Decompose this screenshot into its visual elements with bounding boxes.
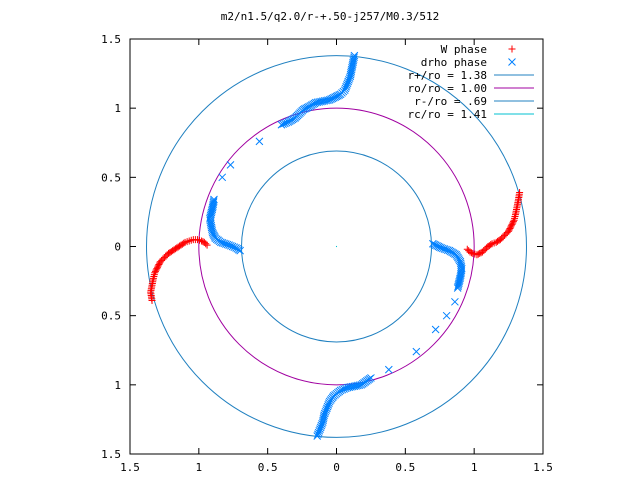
legend-label: r-/ro = .69 (414, 95, 487, 108)
series-w-phase (147, 189, 524, 304)
circle-roro (198, 107, 475, 386)
y-tick-label: 1 (114, 102, 121, 115)
drho-phase-point (455, 276, 464, 284)
w-phase-point (202, 240, 210, 248)
phase-series (147, 51, 524, 440)
drho-phase-point (454, 279, 463, 288)
x-tick-label: 0 (333, 461, 340, 474)
w-phase-point (203, 241, 211, 249)
drho-phase-point (255, 137, 264, 146)
drho-phase-point (412, 347, 421, 356)
drho-phase-point (277, 120, 286, 129)
drho-phase-point (279, 120, 288, 128)
x-tick-label: 1 (196, 461, 203, 474)
drho-phase-point (451, 297, 459, 306)
drho-phase-point (367, 374, 375, 382)
legend-label: W phase (441, 43, 487, 56)
y-tick-label: 0 (114, 241, 121, 254)
legend-label: drho phase (421, 56, 487, 69)
x-tick-label: 1.5 (533, 461, 553, 474)
x-tick-label: 0.5 (395, 461, 415, 474)
legend-label: ro/ro = 1.00 (408, 82, 487, 95)
chart-title: m2/n1.5/q2.0/r-+.50-j257/M0.3/512 (221, 10, 440, 23)
y-tick-label: 0.5 (101, 171, 121, 184)
drho-phase-point (207, 207, 216, 215)
drho-phase-point (209, 200, 218, 209)
drho-phase-point (218, 173, 227, 182)
drho-phase-point (453, 284, 462, 292)
drho-phase-point (207, 208, 216, 217)
drho-phase-point (431, 325, 440, 334)
x-tick-label: 1 (471, 461, 478, 474)
circle-rro (146, 55, 527, 438)
w-phase-point (494, 237, 502, 245)
drho-phase-point (226, 161, 235, 169)
y-tick-label: 1 (114, 379, 121, 392)
center-dot (335, 245, 338, 248)
drho-phase-point (208, 203, 217, 212)
drho-phase-point (209, 202, 217, 210)
drho-phase-point (455, 277, 464, 286)
w-phase-point (180, 239, 188, 247)
legend-label: r+/ro = 1.38 (408, 69, 487, 82)
w-phase-point (463, 245, 471, 253)
drho-phase-point (207, 210, 215, 218)
drho-phase-point (429, 239, 437, 248)
x-axis: 1.5 1 0.5 0 0.5 1 1.5 (120, 39, 553, 474)
drho-phase-point (384, 365, 393, 374)
w-phase-point (465, 247, 473, 255)
drho-phase-point (454, 280, 463, 289)
y-tick-label: 0.5 (101, 310, 121, 323)
x-tick-label: 1.5 (120, 461, 140, 474)
drho-phase-point (454, 282, 462, 291)
legend-marker-swatch (508, 45, 516, 53)
x-tick-label: 0.5 (258, 461, 278, 474)
y-axis: 1.5 1 0.5 0 0.5 1 1.5 (101, 33, 543, 461)
series-drho-phase (205, 51, 466, 440)
y-tick-label: 1.5 (101, 33, 121, 46)
legend-marker-swatch (508, 58, 516, 66)
y-tick-label: 1.5 (101, 448, 121, 461)
drho-phase-point (236, 246, 244, 255)
drho-phase-point (208, 205, 217, 214)
drho-phase-point (456, 274, 464, 283)
drho-phase-point (442, 311, 451, 320)
legend-label: rc/ro = 1.41 (408, 108, 487, 121)
